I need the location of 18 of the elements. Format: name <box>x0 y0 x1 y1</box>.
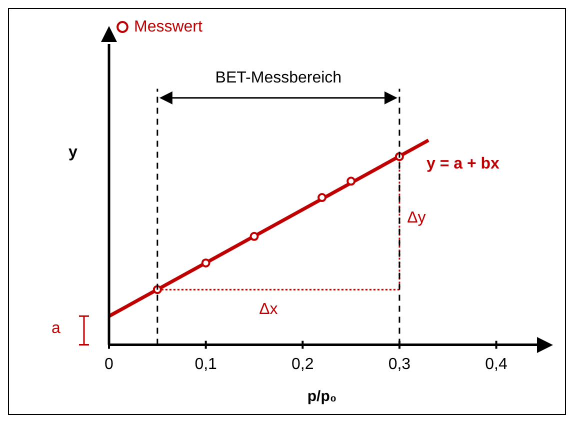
x-axis-title: p/p₀ <box>307 388 337 406</box>
text: a <box>52 320 61 337</box>
legend-label: Messwert <box>134 18 204 36</box>
point <box>250 232 259 241</box>
x-tick-label: 0 <box>104 356 114 373</box>
annotation: Δy <box>407 209 426 226</box>
frame: p/p₀ Messwert 0 0,1 0,2 0,3 0,4 y y = a + bx BET-Messbereich Δx Δy a <box>8 8 566 415</box>
annotation: Δx <box>259 300 278 318</box>
point <box>201 258 210 268</box>
x-tick-label: 0,4 <box>485 356 508 373</box>
point <box>346 176 356 186</box>
series-label: y = a + bx <box>426 156 500 173</box>
x-tick-label: 0,2 <box>292 356 314 373</box>
x-tick-label: 0,3 <box>388 356 411 373</box>
point <box>318 193 326 202</box>
x-tick-label: 0,1 <box>194 356 218 373</box>
y-axis-title: y <box>68 144 78 162</box>
text: BET-Messbereich <box>215 69 342 86</box>
